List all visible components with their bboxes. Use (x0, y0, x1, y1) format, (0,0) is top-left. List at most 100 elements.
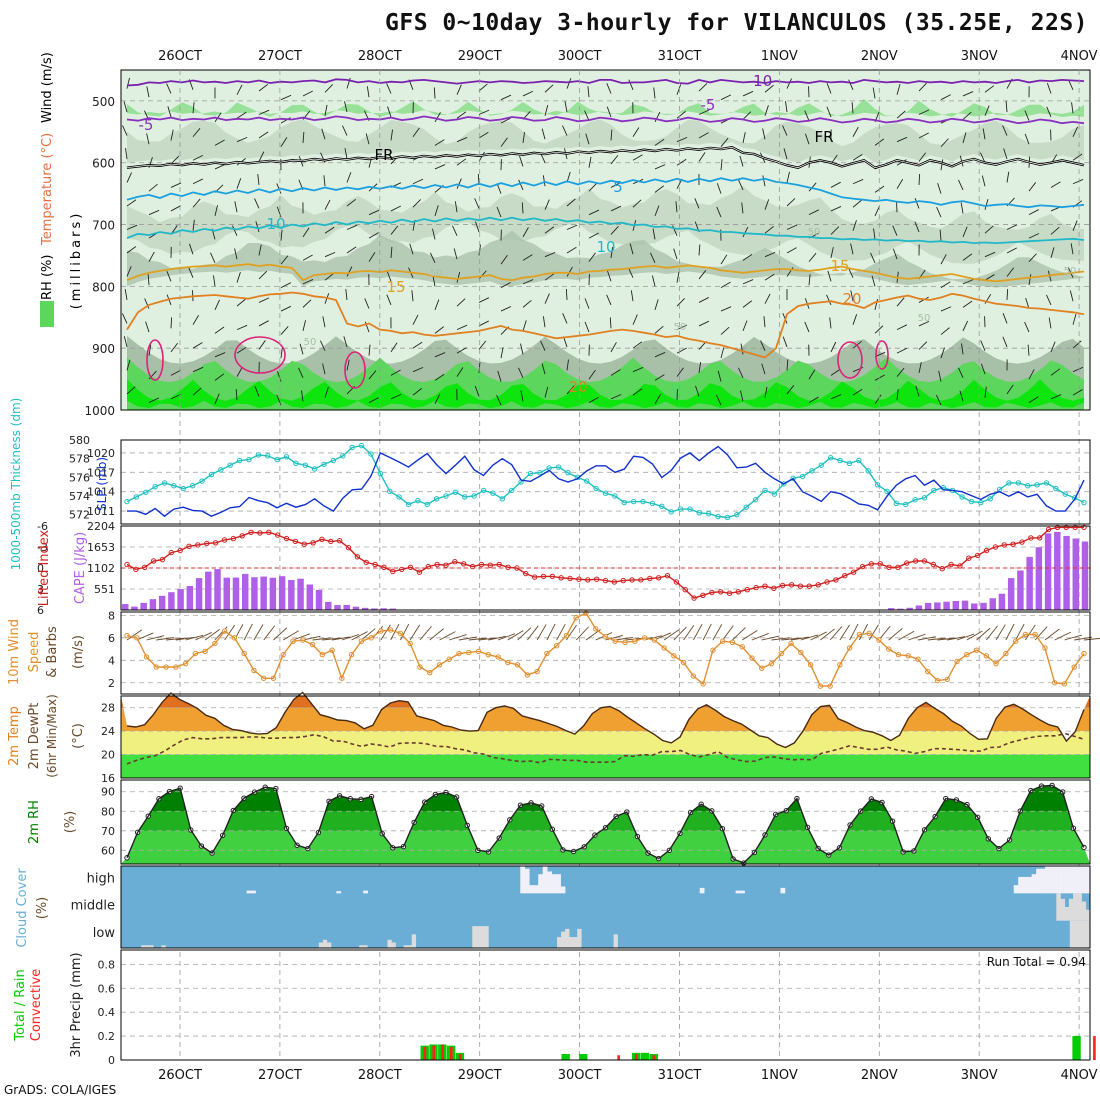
wind-barb (980, 152, 986, 163)
wind-barb (829, 317, 832, 329)
cape-bar (306, 584, 314, 610)
wind-barb (170, 342, 178, 353)
y-tick-label: 60 (101, 844, 115, 857)
wind-barb (478, 340, 487, 350)
wind-barb (387, 106, 392, 118)
thickness-axis-label-group: 1000-500mb Thickness (dm) (9, 398, 23, 571)
wind-barb (804, 321, 810, 333)
cloud-cell-low (403, 945, 408, 948)
wind-barb (1028, 209, 1039, 216)
cloud-cell-high (336, 891, 342, 894)
cloud-cell-low (557, 937, 562, 948)
cloud-cell-middle (1085, 909, 1091, 921)
cape-bar (177, 589, 184, 610)
wind-barb-10m (292, 633, 311, 641)
wind-barb-10m (947, 636, 966, 641)
wind-barb (322, 316, 326, 328)
wind-barb (170, 369, 181, 376)
wind-barb (587, 86, 590, 98)
isotherm--5 (126, 115, 1085, 125)
wind-barb (346, 172, 352, 183)
cloud-cell-low (363, 945, 368, 948)
wind-barb (258, 83, 269, 92)
wind-barb (654, 374, 665, 381)
cape-bar (380, 608, 387, 610)
wind-barb (764, 293, 771, 304)
precip-conv-bar (635, 1054, 638, 1060)
wind-barb (258, 340, 266, 350)
wind-barb (456, 367, 464, 377)
wind-barb (918, 173, 921, 186)
wind-barb (940, 281, 951, 288)
wind-barb (478, 131, 489, 139)
cloud-cell-low (161, 945, 166, 948)
wind-barb (914, 221, 920, 233)
wind-barb (609, 317, 612, 329)
wind-barb (236, 178, 242, 189)
wind-barb (522, 320, 527, 332)
wind-barb (432, 228, 436, 240)
wind-barb (148, 251, 155, 262)
wind-barb (632, 199, 642, 208)
rh-band-dark (127, 230, 1084, 288)
wind-barb (412, 341, 423, 349)
contour-label: 50 (430, 268, 443, 279)
wind-barb (654, 164, 666, 170)
wind-barb-10m (654, 632, 672, 641)
wind-barb (496, 394, 502, 406)
wind-barb (147, 274, 150, 286)
wind-barb (258, 297, 270, 303)
wind-barb (695, 385, 700, 397)
wind-barb (940, 254, 947, 265)
cape-bar (131, 606, 138, 610)
y-tick-label: 600 (92, 157, 115, 171)
wind-barb (544, 84, 554, 93)
cape-bar (371, 608, 378, 610)
wind-barb (782, 336, 788, 348)
wind-barb-10m (1054, 631, 1072, 641)
wind-barb (1002, 313, 1008, 324)
precip-total-bar (640, 1052, 650, 1060)
wind-barb (452, 225, 458, 236)
wind-barb (412, 199, 422, 208)
wind-barb (610, 205, 622, 212)
wind-barb-10m (898, 630, 915, 641)
y-tick-label: 80 (101, 805, 115, 818)
wind-barb (544, 251, 556, 258)
wind-barb (1006, 224, 1018, 230)
wind-barb (914, 198, 920, 209)
wind-barb (762, 175, 766, 187)
cloud-cell-low (472, 926, 477, 948)
wind-barb (720, 137, 729, 147)
wind-barb (434, 393, 441, 405)
wind-barb (852, 126, 859, 137)
wind-barb (606, 294, 612, 306)
y-tick-label: 500 (92, 95, 115, 109)
wind-barb (258, 109, 270, 115)
wind-barb-10m (985, 625, 998, 641)
wind-barb (588, 182, 598, 192)
wind-barb (434, 352, 446, 358)
wind-barb (456, 298, 466, 307)
wind-barb (478, 109, 490, 115)
rh-label-1-group: 2m RH (27, 800, 42, 844)
wind-barb-10m (712, 624, 723, 641)
li-tick: -6 (37, 520, 48, 533)
wind-barb-10m (692, 624, 703, 641)
wind-label-3-group: & Barbs (45, 626, 60, 678)
wind-barb (255, 221, 260, 233)
top-date-label: 27OCT (258, 49, 302, 64)
wind-barb (1072, 340, 1082, 349)
wind-barb (962, 226, 968, 238)
contour-label: 20 (568, 378, 587, 396)
wind-barb (214, 205, 218, 216)
cloud-label-2-group: (%) (35, 897, 50, 920)
wind-barb (126, 199, 137, 207)
wind-barb (610, 225, 619, 235)
wind-barb (1028, 274, 1032, 286)
wind-barb (1028, 233, 1040, 239)
wind-barb-10m (722, 625, 734, 641)
y-tick-label: 6 (108, 632, 115, 645)
wind-barb (390, 205, 402, 212)
wind-barb (386, 83, 392, 94)
